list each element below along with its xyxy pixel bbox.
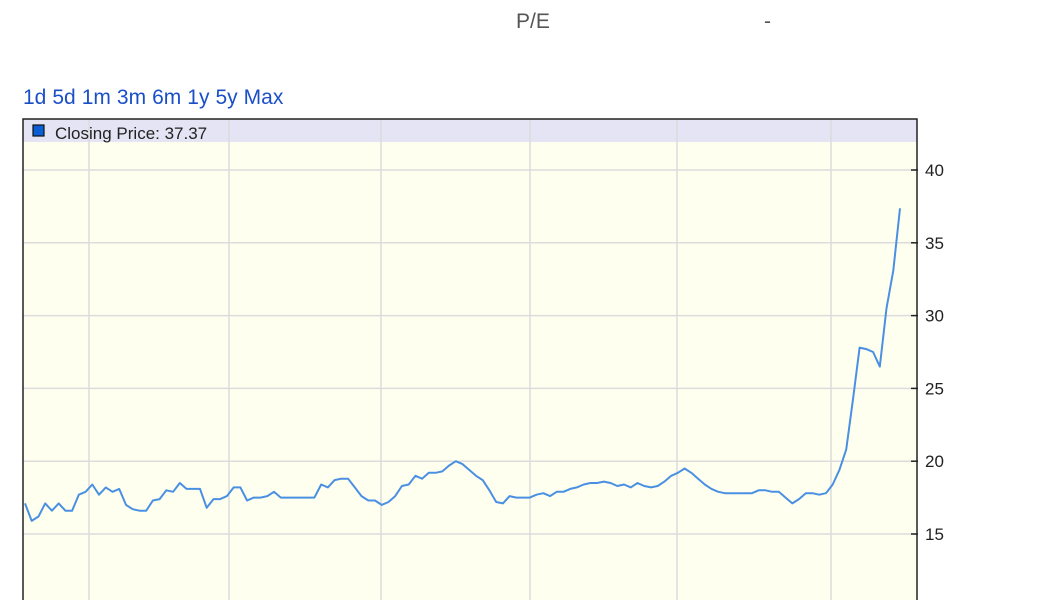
legend-band	[23, 119, 917, 142]
range-6m[interactable]: 6m	[152, 86, 182, 109]
y-tick-label: 25	[925, 379, 944, 398]
y-tick-label: 20	[925, 452, 944, 471]
y-tick-label: 15	[925, 525, 944, 544]
y-tick-label: 35	[925, 234, 944, 253]
legend-marker	[32, 124, 45, 137]
range-5y[interactable]: 5y	[215, 86, 238, 109]
pe-label: P/E	[516, 10, 550, 33]
closing-price-line	[24, 208, 901, 522]
y-tick-label: 40	[925, 161, 944, 180]
range-3m[interactable]: 3m	[116, 86, 147, 109]
range-1m[interactable]: 1m	[81, 86, 111, 109]
range-5d[interactable]: 5d	[52, 86, 76, 109]
y-tick-label: 30	[925, 307, 944, 326]
range-1d[interactable]: 1d	[23, 86, 47, 109]
legend-label: Closing Price: 37.37	[55, 124, 207, 143]
range-selector: 1d 5d 1m 3m 6m 1y 5y Max	[23, 86, 289, 110]
range-max[interactable]: Max	[243, 86, 284, 109]
plot-border	[22, 118, 918, 600]
pe-value: -	[764, 10, 771, 33]
plot-area	[23, 119, 917, 600]
range-1y[interactable]: 1y	[187, 86, 210, 109]
